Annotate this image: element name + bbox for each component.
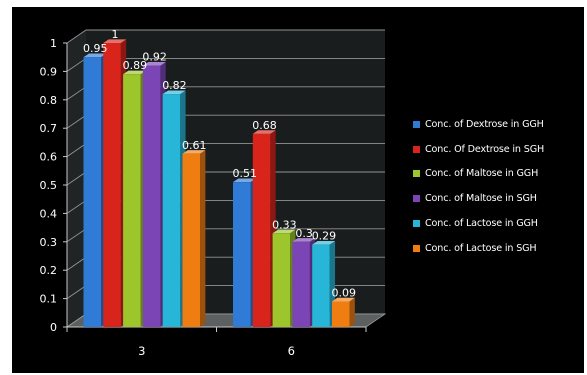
bar-front (292, 241, 310, 327)
legend-item: Conc. of Lactose in SGH (413, 236, 583, 261)
bar-top (123, 70, 146, 75)
legend-swatch (413, 145, 420, 153)
legend-swatch (413, 244, 420, 252)
bar (162, 90, 186, 328)
data-label: 0.3 (295, 227, 313, 240)
bar-top (83, 53, 107, 58)
bar-top (142, 62, 166, 66)
data-label: 0.82 (162, 79, 187, 92)
bar-front (332, 301, 350, 327)
bar-top (272, 229, 296, 234)
y-tick-label: 0.3 (40, 236, 58, 249)
bar-side (200, 150, 206, 327)
bar (142, 62, 166, 327)
legend-swatch (413, 220, 420, 228)
legend-swatch (413, 120, 420, 128)
bar-front (233, 182, 251, 327)
bar (233, 178, 256, 327)
x-tick-label: 6 (288, 344, 295, 358)
legend-label: Conc. of Maltose in GGH (425, 168, 539, 180)
gridline (66, 29, 385, 44)
legend-label: Conc. of Maltose in SGH (425, 193, 537, 205)
bar-front (272, 233, 291, 327)
bar-top (312, 240, 336, 245)
bar (312, 240, 336, 327)
bar-front (103, 43, 121, 327)
bar-top (182, 150, 206, 154)
y-axis: 0 0.1 0.2 0.3 0.4 0.5 0.6 0.7 0.8 0.9 1 (40, 37, 68, 334)
legend-label: Conc. of Lactose in SGH (425, 242, 537, 254)
legend-item: Conc. of Dextrose in GGH (413, 112, 583, 137)
y-tick-label: 0.9 (40, 65, 58, 78)
bar (103, 39, 127, 327)
legend: Conc. of Dextrose in GGH Conc. Of Dextro… (413, 112, 583, 261)
bar-front (312, 244, 330, 327)
data-label: 0.92 (142, 51, 167, 64)
bar-front (142, 65, 161, 327)
bar-top (252, 130, 276, 134)
bar-top (103, 39, 127, 43)
y-tick-label: 0.7 (40, 122, 58, 135)
bar-front (252, 133, 271, 327)
bar-front (123, 74, 141, 328)
bar-top (233, 178, 256, 183)
bar (272, 229, 296, 327)
data-label: 0.29 (312, 230, 337, 243)
y-tick-label: 0.8 (40, 94, 58, 107)
legend-item: Conc. of Maltose in SGH (413, 186, 583, 211)
bar-top (332, 297, 355, 302)
bar-top (292, 238, 316, 242)
data-label: 0.09 (332, 286, 357, 299)
legend-item: Conc. of Lactose in GGH (413, 211, 583, 236)
legend-swatch (413, 170, 420, 178)
y-tick-label: 1 (50, 37, 57, 50)
data-labels: 0.95 1 0.890.92 0.82 0.61 0.51 0.68 0.330.30.29… (83, 28, 356, 299)
y-tick-label: 0.2 (40, 264, 58, 277)
bar (292, 238, 316, 327)
bar (123, 70, 146, 328)
data-label: 0.61 (182, 139, 207, 152)
bar-top (162, 90, 186, 95)
bar (332, 297, 355, 327)
bar-front (182, 153, 200, 327)
legend-label: Conc. of Lactose in GGH (425, 218, 538, 230)
data-label: 0.89 (123, 59, 148, 72)
bar (83, 53, 107, 328)
y-tick-label: 0.6 (40, 151, 58, 164)
data-label: 0.33 (272, 218, 297, 231)
data-label: 0.51 (233, 167, 258, 180)
data-label: 1 (112, 28, 119, 41)
bar-side (349, 297, 355, 327)
legend-swatch (413, 195, 420, 203)
data-label: 0.68 (252, 119, 277, 132)
legend-item: Conc. of Maltose in GGH (413, 162, 583, 187)
bars (83, 39, 355, 328)
y-tick-label: 0 (50, 321, 57, 334)
legend-label: Conc. Of Dextrose in SGH (425, 143, 545, 155)
data-label: 0.95 (83, 42, 108, 55)
legend-label: Conc. of Dextrose in GGH (425, 118, 544, 130)
bar (182, 150, 206, 327)
bar-front (162, 94, 181, 328)
y-tick-label: 0.5 (40, 179, 58, 192)
y-tick-label: 0.1 (40, 293, 58, 306)
bar-front (83, 57, 101, 327)
legend-item: Conc. Of Dextrose in SGH (413, 137, 583, 162)
y-tick-label: 0.4 (40, 207, 58, 220)
x-tick-label: 3 (138, 344, 145, 358)
